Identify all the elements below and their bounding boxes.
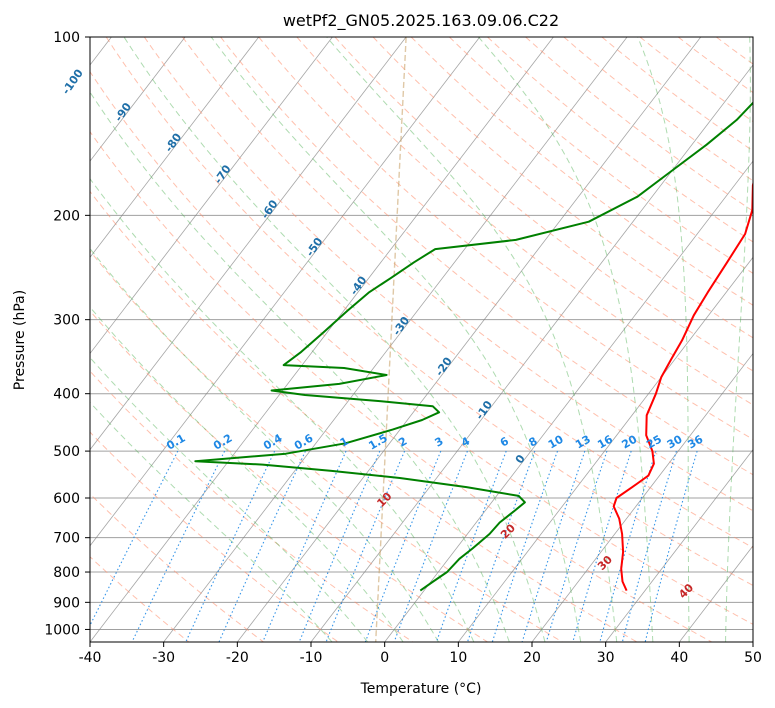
mixing-ratio-line [218,450,306,642]
mixing-ratio-line [521,450,586,642]
dewpoint-line [194,101,753,592]
moist-adiabat-line [326,37,618,642]
mixing-ratio-line [491,450,559,642]
moist-adiabat-line [90,91,510,642]
moist-adiabat-line [90,177,475,642]
mixing-ratio-line [90,450,179,627]
x-tick-label: 20 [523,650,541,666]
dry-adiabat-line [90,370,414,642]
dry-adiabat-line [90,190,638,642]
mixing-ratio-line [364,450,442,642]
x-tick-label: -20 [226,650,249,666]
mixing-ratio-line [435,450,507,642]
isotherm-line [384,160,753,642]
isotherm-line [458,256,753,642]
moist-adiabat-line [90,306,404,642]
isotherm-line [531,352,753,642]
background-lines [90,37,753,642]
dry-adiabat-line [258,37,753,440]
x-tick-label: 10 [449,650,467,666]
dry-adiabat-line [90,431,339,642]
y-tick-label: 300 [53,313,80,329]
moist-adiabat-line [90,401,333,642]
isotherm-line [90,37,186,162]
isotherm-line [163,37,628,642]
isotherm-line [605,449,753,642]
x-tick-label: 30 [597,650,615,666]
moist-adiabat-line [478,37,654,642]
isotherm-line [90,37,333,355]
isotherm-line [90,37,554,642]
isotherm-line [237,37,702,642]
y-tick-label: 200 [53,208,80,224]
profile-lines [194,101,753,592]
chart-title: wetPf2_GN05.2025.163.09.06.C22 [283,11,559,31]
moist-adiabat-line [90,247,439,642]
isotherm-line [90,37,407,451]
temperature-line [612,180,753,592]
dry-adiabat-line [334,37,753,372]
y-tick-label: 600 [53,491,80,507]
axis-ticks: -40 -30 -20 -10 0 10 20 30 40 50 100 200 300 400 500 60… [44,30,762,666]
y-tick-label: 700 [53,531,80,547]
x-tick-label: -40 [79,650,102,666]
y-tick-label: 100 [53,30,80,46]
dry-adiabat-line [372,37,753,339]
dry-adiabat-line [143,37,753,549]
y-tick-label: 1000 [44,622,80,638]
dry-adiabat-line [105,37,753,587]
y-tick-label: 400 [53,387,80,403]
x-tick-label: 0 [380,650,389,666]
isotherm-line [90,37,260,258]
y-tick-label: 500 [53,444,80,460]
mixing-ratio-line [621,450,677,642]
moist-adiabat-line [123,37,546,642]
x-tick-label: 50 [744,650,762,666]
mixing-ratio-line [644,450,698,642]
y-tick-label: 800 [53,565,80,581]
moist-adiabat-line [210,37,582,642]
mixing-ratio-line [131,450,226,642]
mixing-ratio-line [599,450,657,642]
dry-adiabat-line [296,37,753,406]
mixing-ratio-line [325,450,406,642]
mixing-ratio-line [185,450,276,642]
plot-frame [89,36,754,643]
x-tick-label: -10 [300,650,323,666]
moist-adiabat-line [725,37,751,642]
x-tick-label: 40 [670,650,688,666]
dry-adiabat-line [90,70,753,625]
mixing-ratio-line [393,450,468,642]
dry-adiabat-line [90,250,563,642]
x-tick-label: -30 [152,650,175,666]
x-axis-label: Temperature (°C) [360,681,482,697]
y-tick-label: 900 [53,595,80,611]
reference-curve [375,37,407,642]
moist-adiabat-line [637,37,690,642]
moist-adiabat-line [90,356,369,642]
isotherm-line [90,37,481,547]
y-axis-label: Pressure (hPa) [12,290,28,390]
